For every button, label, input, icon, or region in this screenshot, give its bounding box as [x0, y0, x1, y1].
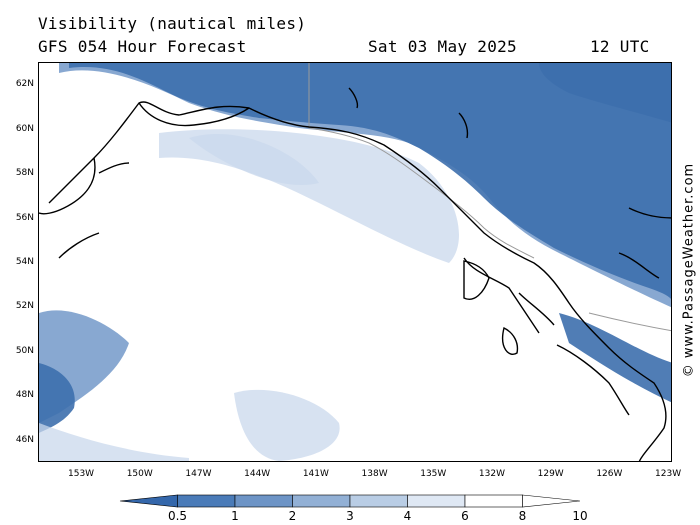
longitude-label: 132W	[478, 469, 506, 479]
coastline	[628, 207, 671, 219]
visibility-region	[234, 389, 340, 461]
political-border	[308, 63, 535, 259]
color-bar-label: 6	[461, 509, 469, 523]
color-bar-swatch	[234, 494, 293, 508]
color-bar-swatch	[292, 494, 351, 508]
coastline	[138, 102, 250, 127]
color-bar-swatch	[522, 494, 581, 508]
latitude-label: 50N	[15, 345, 34, 356]
visibility-region	[189, 134, 319, 185]
latitude-label: 56N	[15, 212, 34, 223]
color-bar-label: 0.5	[167, 509, 188, 523]
visibility-region	[159, 129, 459, 263]
map-title: Visibility (nautical miles)	[38, 14, 307, 33]
longitude-label: 123W	[655, 469, 682, 479]
political-border	[588, 312, 671, 332]
longitude-label: 144W	[244, 469, 271, 479]
longitude-label: 150W	[126, 469, 153, 479]
coastline	[98, 162, 130, 174]
coastline	[58, 232, 100, 259]
coastline-layer	[39, 87, 671, 461]
color-bar-swatch	[407, 494, 466, 508]
visibility-map[interactable]	[38, 62, 672, 462]
color-bar-label: 10	[572, 509, 588, 523]
visibility-region	[39, 363, 75, 433]
latitude-label: 52N	[15, 301, 34, 312]
longitude-label: 126W	[596, 469, 623, 479]
visibility-region	[559, 313, 671, 403]
coastline	[458, 112, 469, 139]
coastline	[348, 87, 359, 109]
latitude-label: 48N	[15, 390, 34, 401]
credit-text: © www.PassageWeather.com	[681, 162, 697, 378]
color-bar	[119, 494, 581, 508]
border-layer	[308, 63, 671, 332]
visibility-fill-layer	[39, 63, 671, 461]
color-bar-label: 3	[346, 509, 354, 523]
coastline	[618, 252, 660, 279]
visibility-region	[69, 63, 671, 299]
forecast-time: 12 UTC	[590, 37, 650, 56]
coastline	[48, 101, 667, 461]
map-canvas	[39, 63, 671, 461]
color-bar-swatch	[119, 494, 178, 508]
color-bar-label: 1	[231, 509, 239, 523]
visibility-region	[39, 423, 189, 461]
color-bar-swatch	[464, 494, 523, 508]
longitude-label: 141W	[302, 469, 329, 479]
longitude-label: 153W	[68, 469, 95, 479]
latitude-label: 54N	[15, 257, 34, 267]
longitude-label: 147W	[185, 469, 212, 479]
latitude-label: 62N	[15, 79, 34, 90]
color-bar-swatch	[177, 494, 236, 508]
coastline	[39, 157, 96, 215]
latitude-label: 46N	[15, 434, 34, 445]
color-bar-label: 4	[403, 509, 412, 523]
coastline	[463, 257, 540, 334]
color-bar-swatch	[349, 494, 408, 508]
coastline	[518, 292, 555, 326]
longitude-label: 129W	[537, 469, 564, 479]
latitude-label: 58N	[15, 168, 34, 179]
latitude-label: 60N	[15, 123, 34, 134]
forecast-label: GFS 054 Hour Forecast	[38, 37, 247, 56]
longitude-label: 135W	[420, 469, 447, 479]
color-bar-label: 2	[288, 509, 297, 523]
coastline	[463, 260, 490, 300]
longitude-label: 138W	[361, 469, 388, 479]
visibility-region	[539, 63, 671, 123]
coastline	[556, 344, 630, 416]
forecast-date: Sat 03 May 2025	[368, 37, 517, 56]
color-bar-label: 8	[518, 509, 527, 523]
coastline	[502, 326, 519, 355]
